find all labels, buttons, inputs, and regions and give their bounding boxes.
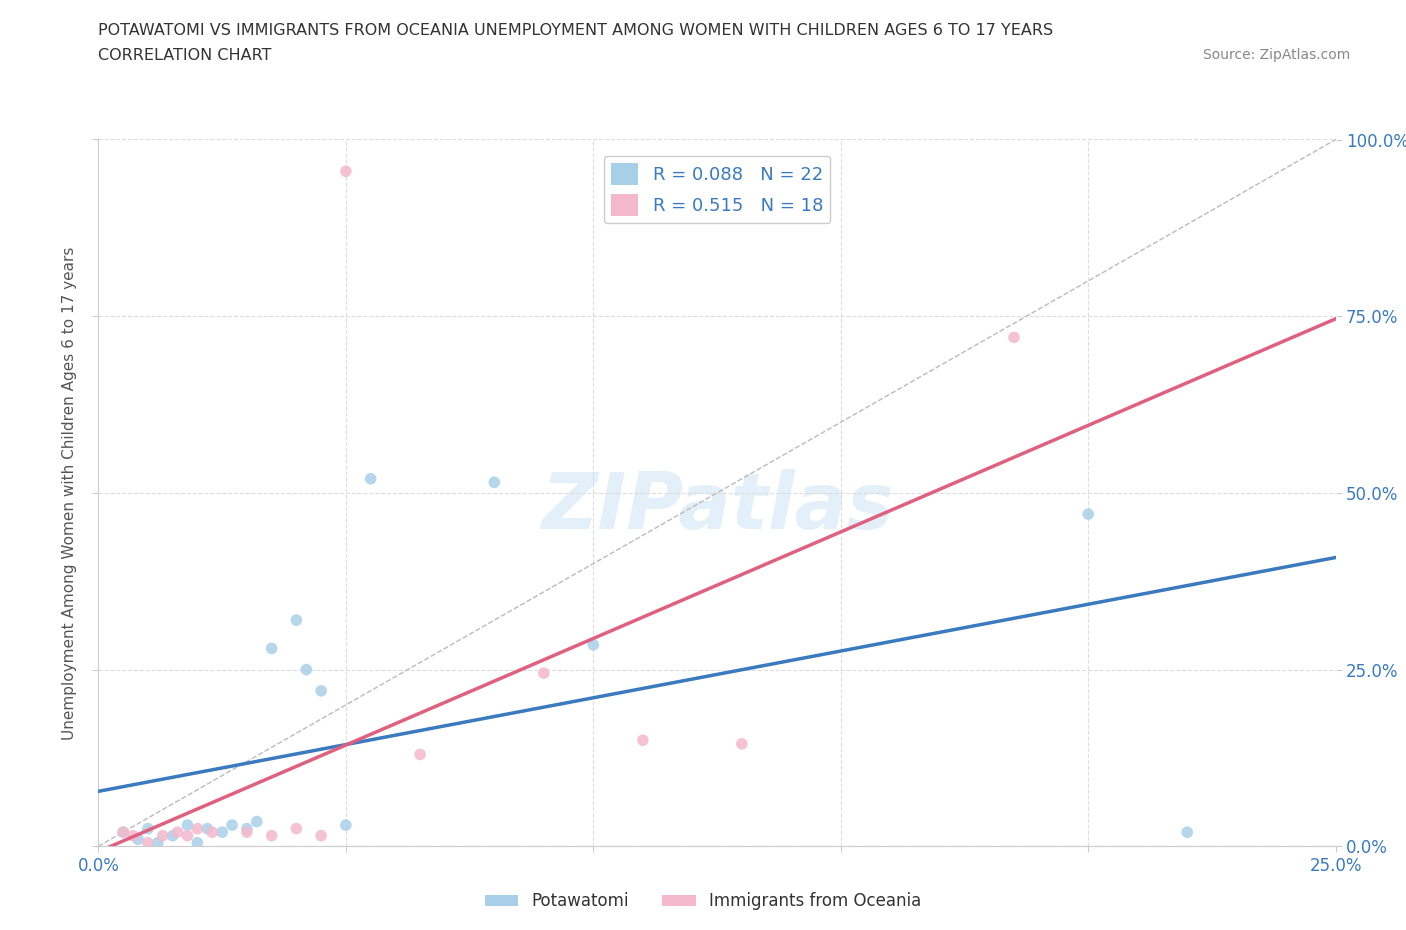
Text: POTAWATOMI VS IMMIGRANTS FROM OCEANIA UNEMPLOYMENT AMONG WOMEN WITH CHILDREN AGE: POTAWATOMI VS IMMIGRANTS FROM OCEANIA UN… — [98, 23, 1053, 38]
Legend: R = 0.088   N = 22, R = 0.515   N = 18: R = 0.088 N = 22, R = 0.515 N = 18 — [605, 155, 830, 223]
Point — [166, 825, 188, 840]
Point — [309, 684, 332, 698]
Point — [335, 164, 357, 179]
Point — [176, 829, 198, 844]
Point — [236, 821, 259, 836]
Point — [186, 821, 208, 836]
Point — [112, 825, 135, 840]
Text: Source: ZipAtlas.com: Source: ZipAtlas.com — [1202, 48, 1350, 62]
Point — [112, 825, 135, 840]
Point — [295, 662, 318, 677]
Point — [236, 825, 259, 840]
Point — [127, 831, 149, 846]
Point — [1077, 507, 1099, 522]
Point — [631, 733, 654, 748]
Point — [122, 829, 145, 844]
Point — [285, 821, 308, 836]
Point — [260, 641, 283, 656]
Point — [285, 613, 308, 628]
Point — [360, 472, 382, 486]
Point — [211, 825, 233, 840]
Point — [533, 666, 555, 681]
Point — [152, 829, 174, 844]
Point — [309, 829, 332, 844]
Point — [409, 747, 432, 762]
Y-axis label: Unemployment Among Women with Children Ages 6 to 17 years: Unemployment Among Women with Children A… — [62, 246, 77, 739]
Point — [201, 825, 224, 840]
Point — [582, 637, 605, 652]
Point — [186, 835, 208, 850]
Point — [136, 821, 159, 836]
Point — [136, 835, 159, 850]
Point — [162, 829, 184, 844]
Point — [484, 475, 506, 490]
Text: ZIPatlas: ZIPatlas — [541, 469, 893, 545]
Point — [335, 817, 357, 832]
Point — [731, 737, 754, 751]
Point — [195, 821, 218, 836]
Point — [260, 829, 283, 844]
Point — [246, 814, 269, 829]
Legend: Potawatomi, Immigrants from Oceania: Potawatomi, Immigrants from Oceania — [478, 885, 928, 917]
Point — [221, 817, 243, 832]
Point — [176, 817, 198, 832]
Point — [1175, 825, 1198, 840]
Point — [146, 835, 169, 850]
Point — [1002, 330, 1025, 345]
Text: CORRELATION CHART: CORRELATION CHART — [98, 48, 271, 63]
